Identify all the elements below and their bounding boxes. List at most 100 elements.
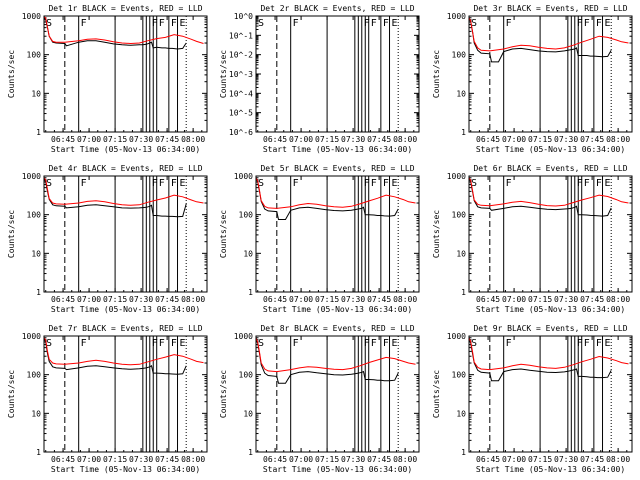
y-tick-label: 10 [456, 89, 466, 98]
marker-letter-f: F [81, 178, 87, 189]
x-axis-label: Start Time (05-Nov-13 06:34:00) [51, 145, 200, 154]
x-tick-label: 07:15 [315, 455, 339, 464]
y-axis-label: Counts/sec [219, 210, 228, 258]
x-axis-label: Start Time (05-Nov-13 06:34:00) [263, 145, 412, 154]
x-tick-label: 07:45 [580, 455, 604, 464]
marker-letter-f: F [506, 18, 512, 29]
x-tick-label: 07:30 [554, 295, 578, 304]
marker-letter-f: F [293, 338, 299, 349]
panel-title: Det 8r BLACK = Events, RED = LLD [260, 324, 414, 333]
series-events [44, 337, 187, 375]
y-tick-label: 10^-4 [229, 89, 253, 98]
series-lld [44, 337, 204, 366]
y-tick-label: 10 [31, 249, 41, 258]
y-tick-label: 10^0 [234, 12, 253, 21]
marker-letter-f: F [81, 18, 87, 29]
marker-letter-f: F [364, 18, 370, 29]
y-tick-label: 1000 [447, 12, 466, 21]
y-tick-label: 100 [239, 371, 254, 380]
marker-letter-f: F [152, 18, 158, 29]
series-lld [256, 177, 416, 209]
x-tick-label: 07:15 [103, 295, 127, 304]
marker-letter-s: S [258, 338, 264, 349]
x-tick-label: 06:45 [476, 455, 500, 464]
y-tick-label: 10^-1 [229, 31, 253, 40]
series-events [469, 337, 612, 382]
x-tick-label: 07:45 [155, 295, 179, 304]
y-tick-label: 100 [27, 51, 42, 60]
y-axis-label: Counts/sec [7, 50, 16, 98]
marker-letter-s: S [471, 338, 477, 349]
x-axis-label: Start Time (05-Nov-13 06:34:00) [476, 465, 625, 474]
marker-letter-f: F [596, 178, 602, 189]
series-lld [44, 177, 204, 206]
marker-letter-f: F [364, 178, 370, 189]
x-tick-label: 07:15 [528, 135, 552, 144]
plot-frame [468, 175, 633, 293]
marker-letter-f: F [364, 338, 370, 349]
series-lld [44, 16, 204, 45]
marker-letter-f: F [577, 18, 583, 29]
marker-letter-s: S [46, 18, 52, 29]
x-tick-label: 07:45 [155, 455, 179, 464]
x-tick-label: 08:00 [606, 455, 630, 464]
x-tick-label: 07:15 [528, 295, 552, 304]
x-tick-label: 07:30 [341, 295, 365, 304]
series-events [44, 177, 187, 218]
y-tick-label: 10^-6 [229, 128, 253, 137]
y-axis-label: Counts/sec [219, 50, 228, 98]
plot-frame [468, 15, 633, 133]
panel-title: Det 2r BLACK = Events, RED = LLD [260, 4, 414, 13]
marker-letter-f: F [171, 178, 177, 189]
plot-frame [468, 335, 633, 453]
panel-title: Det 1r BLACK = Events, RED = LLD [48, 4, 202, 13]
x-tick-label: 07:00 [502, 135, 526, 144]
x-tick-label: 08:00 [606, 295, 630, 304]
x-tick-label: 07:30 [341, 135, 365, 144]
x-tick-label: 06:45 [476, 295, 500, 304]
marker-letter-s: S [471, 18, 477, 29]
marker-letter-f: F [152, 338, 158, 349]
marker-letter-f: F [584, 338, 590, 349]
marker-letter-f: F [171, 338, 177, 349]
y-tick-label: 10 [456, 249, 466, 258]
x-tick-label: 06:45 [263, 135, 287, 144]
y-axis-label: Counts/sec [7, 370, 16, 418]
y-tick-label: 10^-5 [229, 109, 253, 118]
y-tick-label: 100 [239, 211, 254, 220]
y-tick-label: 100 [452, 211, 467, 220]
series-events [256, 177, 399, 220]
y-tick-label: 10 [31, 409, 41, 418]
series-lld [469, 177, 629, 207]
x-tick-label: 07:45 [155, 135, 179, 144]
y-tick-label: 1000 [447, 172, 466, 181]
x-tick-label: 06:45 [263, 295, 287, 304]
y-tick-label: 1000 [22, 12, 41, 21]
x-tick-label: 07:15 [528, 455, 552, 464]
x-tick-label: 07:30 [129, 135, 153, 144]
x-tick-label: 07:00 [289, 295, 313, 304]
marker-letter-f: F [596, 338, 602, 349]
x-axis-label: Start Time (05-Nov-13 06:34:00) [263, 305, 412, 314]
x-tick-label: 07:00 [77, 295, 101, 304]
plot-frame [255, 15, 420, 133]
x-tick-label: 07:45 [367, 295, 391, 304]
x-tick-label: 07:00 [289, 135, 313, 144]
x-tick-label: 07:15 [103, 135, 127, 144]
x-tick-label: 07:00 [77, 135, 101, 144]
plot-frame [43, 15, 208, 133]
marker-letter-f: F [293, 18, 299, 29]
x-tick-label: 08:00 [606, 135, 630, 144]
x-axis-label: Start Time (05-Nov-13 06:34:00) [51, 465, 200, 474]
panel-title: Det 5r BLACK = Events, RED = LLD [260, 164, 414, 173]
x-axis-label: Start Time (05-Nov-13 06:34:00) [476, 145, 625, 154]
marker-letter-s: S [258, 18, 264, 29]
y-tick-label: 1000 [447, 332, 466, 341]
x-tick-label: 07:30 [554, 135, 578, 144]
series-lld [469, 17, 629, 52]
y-tick-label: 10 [31, 89, 41, 98]
